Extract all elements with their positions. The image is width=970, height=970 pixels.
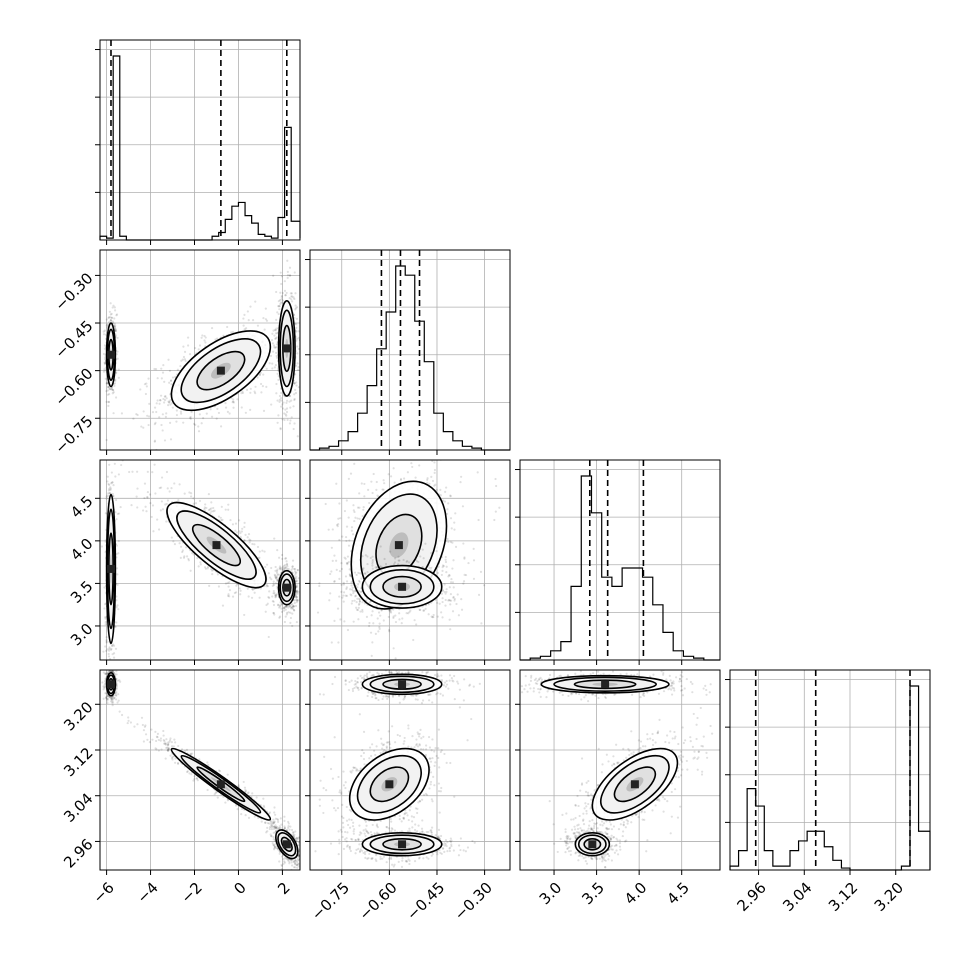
x-tick-label: 4.0 [621, 879, 651, 909]
histogram-1 [305, 249, 511, 455]
x-tick-label: 2.96 [734, 879, 770, 915]
density-peak [398, 582, 407, 591]
x-tick-label: 0 [230, 879, 249, 898]
y-tick-label: 4.5 [67, 492, 97, 522]
axes-frame [729, 669, 931, 871]
axes-frame [99, 249, 301, 451]
grid [520, 460, 720, 660]
density-layer [100, 259, 300, 450]
density-peak [394, 541, 403, 550]
x-tick-label: −4 [133, 879, 161, 907]
pair-plot-0-1 [95, 249, 301, 455]
histogram-0 [95, 39, 301, 245]
x-tick-label: 2 [274, 879, 293, 898]
x-tick-label: −0.30 [451, 879, 496, 924]
y-tick-label: 3.04 [60, 790, 96, 826]
grid [730, 670, 930, 870]
pair-plot-1-2 [305, 459, 511, 665]
density-peak [398, 680, 407, 689]
y-tick-label: 3.20 [60, 698, 96, 734]
histogram-step [729, 685, 931, 871]
density-layer [100, 460, 300, 660]
histogram-2 [515, 459, 721, 665]
axes-frame [99, 459, 301, 661]
x-tick-label: 4.5 [663, 879, 693, 909]
grid [310, 670, 510, 870]
density-layer [101, 670, 300, 870]
pair-plot-2-3 [515, 669, 721, 875]
histogram-3 [725, 669, 931, 875]
y-tick-label: −0.45 [51, 317, 96, 362]
density-layer [316, 460, 501, 660]
axes-frame [519, 669, 721, 871]
x-tick-label: −0.45 [403, 879, 448, 924]
density-peak [106, 564, 115, 573]
density-peak [398, 840, 407, 849]
histogram-step [99, 55, 301, 241]
grid [100, 460, 300, 660]
x-tick-label: −6 [90, 879, 118, 907]
x-tick-label: 3.5 [578, 879, 608, 909]
y-tick-label: 3.5 [67, 577, 97, 607]
x-tick-label: −0.75 [308, 879, 353, 924]
pair-plot-0-2 [95, 459, 301, 665]
density-peak [630, 780, 639, 789]
y-tick-label: −0.30 [51, 269, 96, 314]
density-peak [282, 583, 291, 592]
density-peak [106, 680, 115, 689]
density-peak [212, 541, 221, 550]
x-tick-label: 3.04 [779, 879, 815, 915]
density-peak [216, 366, 225, 375]
y-tick-label: 3.12 [60, 744, 96, 780]
x-tick-label: 3.0 [536, 879, 566, 909]
density-layer [310, 670, 481, 868]
grid [100, 40, 300, 240]
density-peak [385, 780, 394, 789]
axes-frame [519, 459, 721, 661]
axes-frame [309, 669, 511, 871]
density-peak [601, 680, 610, 689]
density-peak [282, 840, 291, 849]
y-tick-label: 3.0 [67, 620, 97, 650]
axes-frame [309, 459, 511, 661]
y-tick-label: −0.75 [51, 412, 96, 457]
histogram-step [520, 475, 720, 661]
y-tick-label: 2.96 [60, 835, 96, 871]
density-peak [106, 350, 115, 359]
density-peak [216, 780, 225, 789]
x-tick-label: 3.12 [825, 879, 861, 915]
pair-plot-0-3 [95, 669, 301, 875]
density-peak [282, 344, 291, 353]
density-peak [588, 840, 597, 849]
grid [310, 250, 510, 450]
axes-frame [309, 249, 511, 451]
x-tick-label: −2 [177, 879, 205, 907]
y-tick-label: −0.60 [51, 364, 96, 409]
x-tick-label: −0.60 [355, 879, 400, 924]
pair-plot-1-3 [305, 669, 511, 875]
y-tick-label: 4.0 [67, 535, 97, 565]
histogram-step [310, 265, 510, 451]
x-tick-label: 3.20 [871, 879, 907, 915]
axes-frame [99, 39, 301, 241]
density-layer [520, 670, 714, 869]
axes-frame [99, 669, 301, 871]
